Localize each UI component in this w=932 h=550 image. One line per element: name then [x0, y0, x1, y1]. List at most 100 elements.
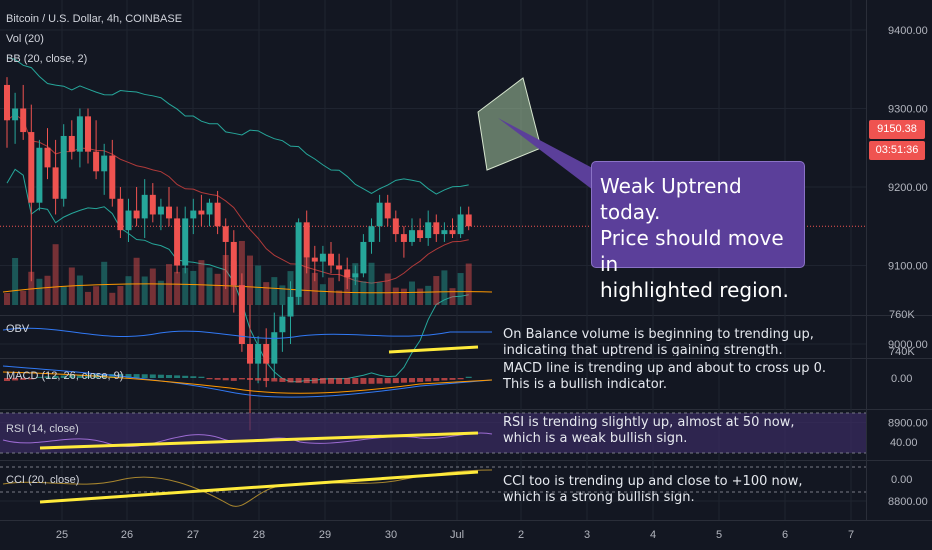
- volume-bar: [238, 240, 245, 305]
- volume-bar: [263, 282, 270, 305]
- candle-body: [174, 218, 181, 266]
- obv-label: OBV: [6, 323, 30, 335]
- bb-basis-line: [6, 113, 469, 284]
- candle-body: [52, 167, 59, 199]
- candle-body: [368, 226, 375, 242]
- symbol-legend: Bitcoin / U.S. Dollar, 4h, COINBASE: [6, 13, 183, 25]
- price-tick-label: 9000.00: [888, 339, 928, 351]
- macd-histogram-bar: [149, 374, 156, 378]
- volume-bar: [409, 281, 415, 305]
- callout-pointer: [498, 118, 600, 190]
- macd-note-1: MACD line is trending up and about to cr…: [503, 361, 826, 376]
- candle-body: [149, 194, 156, 215]
- macd-histogram-bar: [222, 378, 229, 381]
- volume-bar: [12, 257, 19, 305]
- candle-body: [425, 222, 432, 239]
- obv-tick-label: 740K: [889, 346, 915, 358]
- volume-bar: [214, 273, 221, 305]
- candle-body: [392, 218, 399, 235]
- candle-body: [125, 210, 132, 231]
- volume-bar: [85, 291, 91, 305]
- candle-body: [133, 210, 140, 219]
- macd-histogram-bar: [247, 378, 253, 380]
- bb-lower-band: [6, 168, 469, 383]
- volume-bar: [336, 290, 343, 305]
- volume-bar: [319, 284, 326, 305]
- volume-bar: [141, 276, 148, 305]
- macd-histogram-bar: [198, 376, 205, 378]
- volume-bar: [255, 265, 262, 305]
- candle-body: [433, 222, 440, 235]
- callout-line-3: highlighted region.: [600, 278, 789, 302]
- obv-note-2: indicating that uptrend is gaining stren…: [503, 343, 783, 356]
- macd-histogram-bar: [271, 378, 278, 382]
- candle-body: [384, 202, 391, 219]
- macd-histogram-bar: [190, 376, 197, 378]
- price-tick-label: 9400.00: [888, 25, 928, 37]
- volume-bar: [174, 271, 181, 305]
- candle-body: [36, 147, 43, 203]
- macd-histogram-bar: [166, 375, 172, 378]
- macd-histogram-bar: [352, 378, 359, 384]
- macd-histogram-bar: [384, 378, 391, 384]
- macd-histogram-bar: [441, 378, 448, 381]
- candle-body: [417, 230, 424, 239]
- candle-body: [101, 155, 108, 172]
- volume-bar: [157, 280, 164, 305]
- candle-body: [352, 273, 359, 278]
- macd-histogram-bar: [44, 376, 51, 378]
- volume-bar: [279, 285, 286, 305]
- macd-line: [2, 365, 493, 398]
- cci-trend-highlight: [39, 470, 479, 504]
- cci-note-2: which is a strong bullish sign.: [503, 490, 695, 505]
- candle-body: [117, 198, 124, 231]
- candle-body: [12, 108, 19, 121]
- volume-bar: [465, 263, 472, 305]
- candle-body: [28, 132, 35, 203]
- volume-bar: [133, 257, 140, 305]
- volume-bar: [303, 258, 310, 305]
- macd-histogram-bar: [174, 375, 181, 378]
- volume-bar: [36, 278, 43, 305]
- candle-body: [360, 241, 367, 274]
- volume-bar: [425, 285, 432, 305]
- time-tick-label: 28: [253, 529, 265, 541]
- volume-bar: [76, 275, 83, 305]
- candle-body: [255, 344, 262, 364]
- obv-note-1: On Balance volume is beginning to trendi…: [503, 327, 814, 342]
- candle-body: [222, 226, 229, 242]
- candle-body: [4, 84, 10, 121]
- rsi-trend-highlight: [39, 431, 479, 450]
- volume-bar: [20, 290, 27, 305]
- volume-bar: [376, 282, 383, 305]
- macd-histogram-bar: [360, 378, 367, 384]
- time-tick-label: 3: [584, 529, 590, 541]
- macd-histogram-bar: [303, 378, 310, 384]
- time-tick-label: 29: [319, 529, 331, 541]
- volume-bar: [149, 268, 156, 305]
- macd-histogram-bar: [4, 378, 10, 381]
- volume-bar: [384, 273, 391, 305]
- macd-histogram-bar: [182, 375, 189, 378]
- candle-body: [449, 230, 456, 235]
- candle-body: [198, 210, 205, 215]
- candle-body: [336, 265, 343, 270]
- price-tick-label: 9300.00: [888, 104, 928, 116]
- candle-body: [238, 285, 245, 344]
- candle-body: [76, 116, 83, 152]
- macd-histogram-bar: [133, 374, 140, 378]
- volume-ma-line: [2, 283, 493, 294]
- time-tick-label: 4: [650, 529, 656, 541]
- macd-histogram-bar: [465, 376, 472, 378]
- price-tick-label: 8800.00: [888, 496, 928, 508]
- macd-histogram-bar: [279, 378, 286, 382]
- macd-histogram-bar: [157, 374, 164, 378]
- cci-line: [2, 469, 493, 507]
- rsi-band: [0, 413, 866, 453]
- candle-body: [141, 194, 148, 219]
- macd-histogram-bar: [255, 378, 262, 381]
- price-tick-label: 9100.00: [888, 261, 928, 273]
- macd-histogram-bar: [449, 378, 456, 380]
- rsi-label: RSI (14, close): [6, 423, 79, 435]
